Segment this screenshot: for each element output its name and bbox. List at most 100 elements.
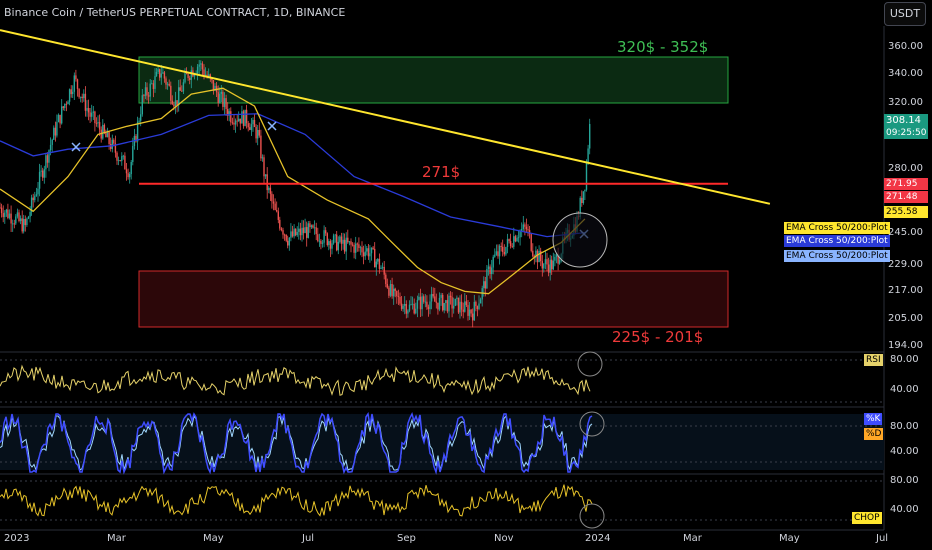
candle-body xyxy=(505,246,507,255)
candle-body xyxy=(478,303,480,310)
candle-body xyxy=(230,111,232,123)
candle-body xyxy=(140,114,142,121)
candle-body xyxy=(250,124,253,130)
candle-body xyxy=(147,95,150,97)
highlight-circle xyxy=(552,212,608,268)
candle-body xyxy=(29,212,31,217)
candle-body xyxy=(141,95,143,115)
candle-body xyxy=(544,259,547,264)
candle-body xyxy=(154,76,156,89)
candle-body xyxy=(424,301,426,303)
candle-body xyxy=(114,143,117,153)
candle-body xyxy=(225,98,227,109)
candle-body xyxy=(170,85,172,101)
candle-body xyxy=(524,224,526,227)
candle-body xyxy=(8,213,11,218)
rsi-highlight-circle xyxy=(577,351,603,377)
candle-body xyxy=(119,160,121,161)
candle-body xyxy=(378,258,381,269)
candle-body xyxy=(551,259,553,270)
candle-body xyxy=(10,213,12,224)
candle-body xyxy=(315,227,317,235)
candle-body xyxy=(307,223,309,238)
candle-body xyxy=(72,91,74,94)
candle-body xyxy=(111,139,113,149)
candle-body xyxy=(103,124,106,133)
resistance-zone[interactable] xyxy=(138,56,729,104)
candle-body xyxy=(472,313,474,321)
candle-body xyxy=(24,219,26,225)
price-tick: 360.00 xyxy=(888,41,923,52)
candle-body xyxy=(383,266,385,275)
candle-body xyxy=(464,301,466,312)
candle-body xyxy=(309,223,311,228)
candle-body xyxy=(481,288,483,300)
candle-body xyxy=(462,309,464,312)
candle-body xyxy=(266,174,268,191)
candle-body xyxy=(554,256,556,261)
candle-body xyxy=(535,250,537,258)
candle-body xyxy=(53,127,55,140)
candle-body xyxy=(228,111,230,116)
candle-body xyxy=(405,304,407,314)
candle-body xyxy=(434,296,436,302)
candle-body xyxy=(30,197,33,212)
candle-body xyxy=(274,203,276,210)
candle-body xyxy=(283,234,286,236)
candle-body xyxy=(143,95,145,97)
candle-body xyxy=(208,74,210,77)
ema-cross-marker xyxy=(71,142,81,152)
candle-body xyxy=(294,228,297,236)
rsi-line xyxy=(0,364,591,396)
chop-highlight-circle xyxy=(579,503,605,529)
candle-body xyxy=(313,227,316,229)
candle-body xyxy=(86,108,88,111)
candle-body xyxy=(204,74,207,76)
candle-body xyxy=(4,212,6,218)
candle-body xyxy=(257,130,259,139)
candle-body xyxy=(448,295,450,312)
candle-body xyxy=(75,75,77,80)
candle-body xyxy=(356,243,358,245)
time-tick: 2023 xyxy=(4,533,30,544)
candle-body xyxy=(416,299,419,309)
candle-body xyxy=(135,135,137,142)
time-tick: 2024 xyxy=(585,533,611,544)
candle-body xyxy=(38,171,41,189)
time-tick: Mar xyxy=(683,533,702,544)
candle-body xyxy=(446,300,449,312)
currency-button[interactable]: USDT xyxy=(884,2,926,26)
candle-body xyxy=(162,72,164,74)
candle-body xyxy=(323,230,325,243)
candle-body xyxy=(508,239,510,242)
candle-body xyxy=(166,83,169,85)
price-tick: 229.00 xyxy=(888,259,923,270)
candle-body xyxy=(348,241,351,243)
candle-body xyxy=(536,250,539,263)
candle-body xyxy=(46,155,49,163)
candle-body xyxy=(127,173,129,178)
candle-body xyxy=(193,74,196,77)
candle-body xyxy=(325,230,327,234)
candle-body xyxy=(2,213,4,218)
candle-body xyxy=(396,291,398,297)
candle-body xyxy=(454,298,456,306)
candle-body xyxy=(62,106,64,108)
candle-body xyxy=(171,100,173,105)
candle-body xyxy=(393,288,395,297)
candle-body xyxy=(37,188,39,195)
candle-body xyxy=(423,296,425,302)
candle-body xyxy=(476,306,479,309)
candle-body xyxy=(298,228,300,232)
candle-body xyxy=(582,191,585,203)
support-zone[interactable] xyxy=(138,270,729,328)
candle-body xyxy=(301,227,303,236)
candle-body xyxy=(495,251,498,255)
candle-body xyxy=(159,69,161,78)
trendline[interactable] xyxy=(0,29,771,205)
candle-body xyxy=(184,73,186,83)
candle-body xyxy=(276,210,278,212)
candle-body xyxy=(326,233,328,245)
candle-body xyxy=(557,254,559,264)
